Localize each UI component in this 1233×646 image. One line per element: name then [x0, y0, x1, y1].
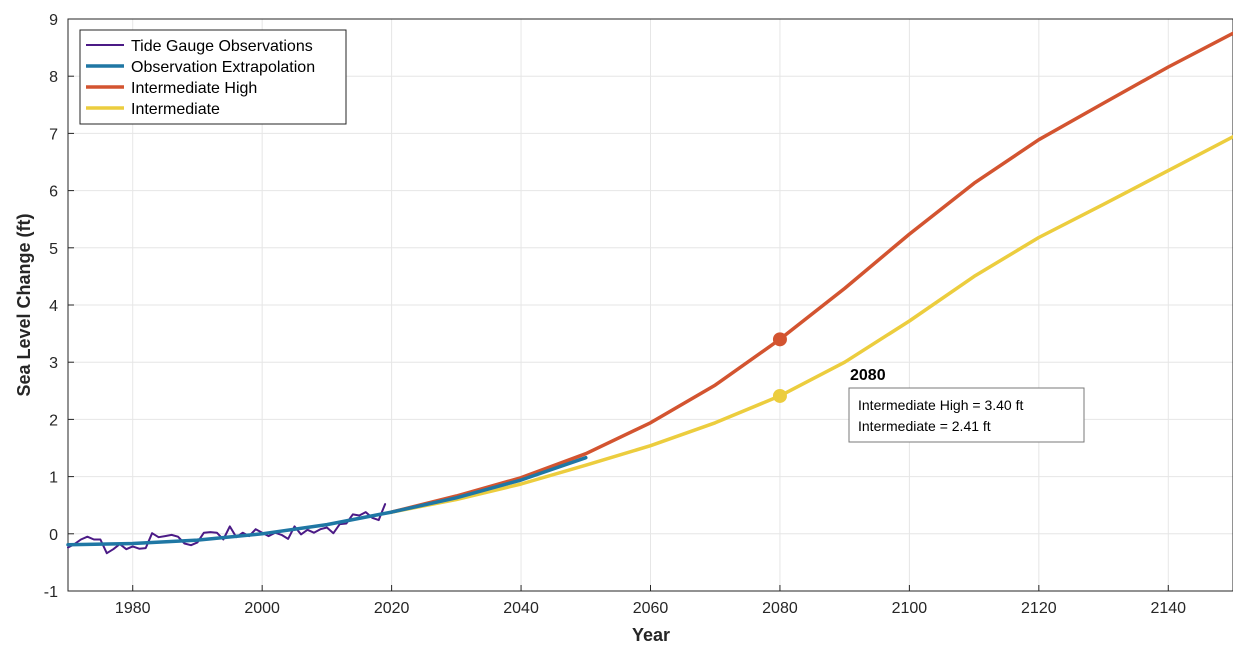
- legend: Tide Gauge Observations Observation Extra…: [79, 29, 347, 125]
- y-tick-label: -1: [44, 584, 58, 601]
- x-axis-label: Year: [632, 625, 670, 645]
- y-tick-label: 0: [49, 527, 58, 544]
- legend-label-observation-extrapolation: Observation Extrapolation: [131, 59, 315, 76]
- y-tick-label: 4: [49, 298, 58, 315]
- series-line-intermediate-high: [389, 31, 1233, 514]
- legend-label-intermediate-high: Intermediate High: [131, 80, 257, 97]
- series-line-intermediate: [389, 135, 1233, 514]
- legend-entries: Tide Gauge Observations Observation Extra…: [86, 38, 315, 118]
- y-tick-label: 2: [49, 412, 58, 429]
- legend-label-intermediate: Intermediate: [131, 101, 220, 118]
- series-line-tide-gauge-observations: [67, 503, 387, 555]
- y-tick-label: 6: [49, 184, 58, 201]
- x-tick-label: 2140: [1150, 600, 1186, 617]
- legend-box: [79, 29, 347, 125]
- axis-ticks: 1980 2000 2020 2040 2060 2080 2100 2120 2140 -1 0 1…: [44, 12, 1186, 617]
- x-tick-label: 2120: [1021, 600, 1057, 617]
- y-tick-label: 8: [49, 69, 58, 86]
- highlight-points: [772, 332, 787, 403]
- annotation-box: [848, 387, 1085, 443]
- x-tick-label: 1980: [115, 600, 151, 617]
- annotation: 2080 Intermediate High = 3.40 ft Interme…: [848, 367, 1085, 443]
- y-tick-label: 9: [49, 12, 58, 29]
- x-tick-label: 2020: [374, 600, 410, 617]
- annotation-heading: 2080: [850, 367, 886, 384]
- y-tick-label: 5: [49, 241, 58, 258]
- y-tick-label: 3: [49, 355, 58, 372]
- y-tick-label: 7: [49, 126, 58, 143]
- annotation-line-intermediate: Intermediate = 2.41 ft: [858, 418, 991, 434]
- y-tick-label: 1: [49, 470, 58, 487]
- legend-label-tide-gauge-observations: Tide Gauge Observations: [131, 38, 313, 55]
- x-tick-label: 2040: [503, 600, 539, 617]
- x-tick-label: 2080: [762, 600, 798, 617]
- x-tick-label: 2000: [244, 600, 280, 617]
- series-lines: [66, 31, 1233, 555]
- x-tick-label: 2060: [633, 600, 669, 617]
- series-line-observation-extrapolation: [66, 455, 588, 547]
- highlight-point: [772, 332, 787, 347]
- x-tick-label: 2100: [892, 600, 928, 617]
- y-axis-label: Sea Level Change (ft): [14, 213, 34, 396]
- highlight-point: [772, 388, 787, 403]
- annotation-line-intermediate-high: Intermediate High = 3.40 ft: [858, 397, 1023, 413]
